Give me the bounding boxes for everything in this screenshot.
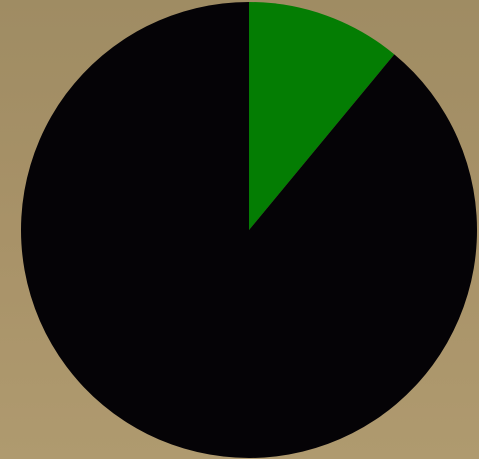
pie-slices xyxy=(21,2,478,459)
pie-slice-1 xyxy=(249,2,395,230)
pie-slice-2 xyxy=(21,2,478,459)
